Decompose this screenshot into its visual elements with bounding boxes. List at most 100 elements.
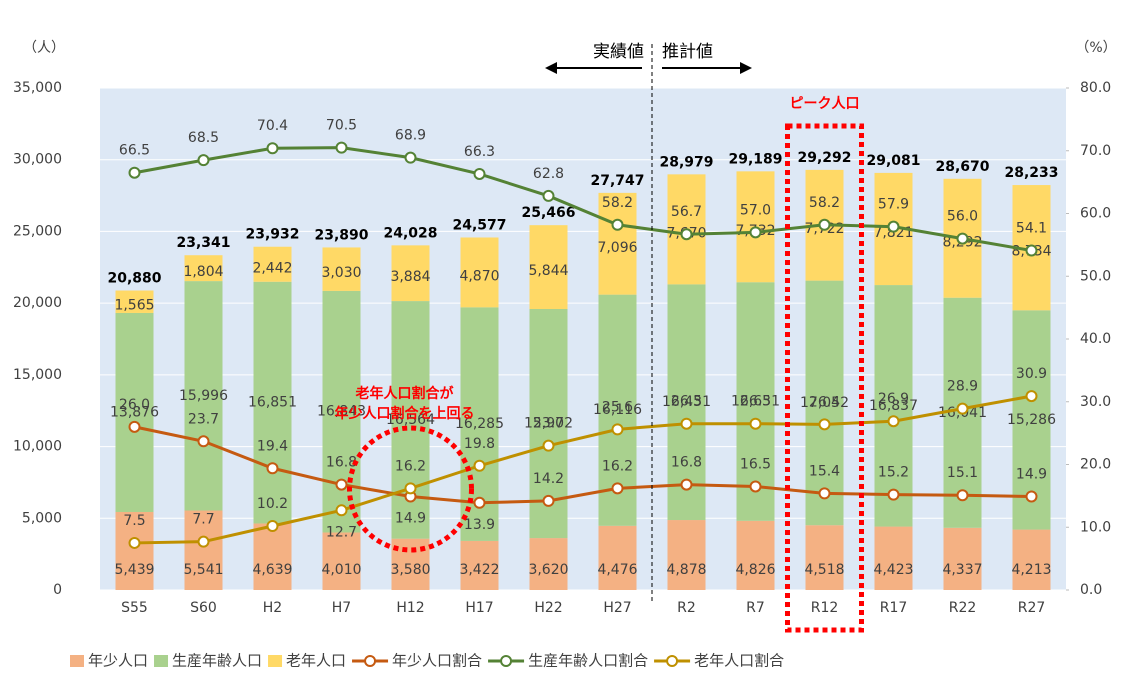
bar-value-label: 2,442 — [252, 260, 292, 276]
line-value-label: 16.8 — [671, 455, 702, 471]
line-value-label: 62.8 — [533, 166, 564, 182]
crossover-circle — [347, 425, 474, 553]
total-label: 23,890 — [314, 227, 368, 243]
line-point — [818, 487, 831, 500]
bar-value-label: 4,870 — [459, 268, 499, 284]
line-value-label: 26.5 — [740, 394, 771, 410]
line-point — [680, 417, 693, 430]
bar-value-label: 4,878 — [666, 562, 706, 578]
line-value-label: 19.4 — [257, 438, 288, 454]
x-tick-label: R12 — [811, 600, 839, 616]
legend-swatch — [666, 655, 679, 667]
legend-label: 年少人口割合 — [392, 652, 482, 670]
line-point — [956, 489, 969, 502]
line-point — [887, 220, 900, 233]
y2-tick-label: 0.0 — [1080, 582, 1102, 598]
line-value-label: 16.5 — [740, 456, 771, 472]
bar-segment — [253, 523, 292, 590]
bar-value-label: 3,580 — [390, 562, 430, 578]
total-label: 24,577 — [452, 217, 506, 233]
bar-value-label: 4,337 — [942, 562, 982, 578]
line-point — [197, 435, 210, 448]
line-point — [1025, 490, 1038, 503]
line-point — [956, 232, 969, 245]
line-value-label: 56.7 — [671, 204, 702, 220]
line-value-label: 30.9 — [1016, 366, 1047, 382]
line-point — [335, 141, 348, 154]
arrow-head — [545, 62, 557, 74]
line-point — [680, 228, 693, 241]
bar-segment — [460, 540, 499, 590]
y2-tick-label: 80.0 — [1080, 80, 1111, 96]
bar-segment — [598, 525, 637, 590]
line-value-label: 7.7 — [192, 512, 214, 528]
bar-segment — [805, 280, 844, 526]
y-tick-label: 5,000 — [22, 510, 62, 526]
line-point — [680, 478, 693, 491]
line-point — [1025, 390, 1038, 403]
line-value-label: 15.1 — [947, 465, 978, 481]
line-value-label: 23.0 — [533, 416, 564, 432]
x-tick-label: R2 — [677, 600, 696, 616]
bar-value-label: 16,837 — [869, 398, 918, 414]
bar-value-label: 16,851 — [248, 395, 297, 411]
line-value-label: 56.0 — [947, 209, 978, 225]
legend-swatch — [500, 655, 513, 667]
bar-value-label: 17,052 — [800, 395, 849, 411]
bar-segment — [943, 527, 982, 590]
line-point — [887, 488, 900, 501]
line-value-label: 70.4 — [257, 118, 288, 134]
line-value-label: 23.7 — [188, 411, 219, 427]
line-value-label: 66.5 — [119, 143, 150, 159]
line-point — [266, 142, 279, 155]
total-label: 28,979 — [659, 154, 713, 170]
annotation: ピーク人口 — [790, 95, 860, 112]
line-point — [266, 519, 279, 532]
line-point — [749, 480, 762, 493]
legend-label: 老年人口割合 — [694, 652, 784, 670]
legend-label: 生産年齢人口 — [172, 652, 262, 670]
x-tick-label: R7 — [746, 600, 765, 616]
x-tick-label: H27 — [603, 600, 631, 616]
total-label: 24,028 — [383, 225, 437, 241]
x-tick-label: R17 — [880, 600, 908, 616]
line-point — [611, 482, 624, 495]
total-label: 23,341 — [176, 235, 230, 251]
bar-value-label: 16,631 — [731, 394, 780, 410]
line-point — [197, 535, 210, 548]
line-value-label: 7.5 — [123, 513, 145, 529]
legend-swatch — [364, 655, 377, 667]
line-point — [335, 478, 348, 491]
line-point — [197, 154, 210, 167]
bar-segment — [736, 520, 775, 590]
total-label: 28,670 — [935, 159, 989, 175]
y2-tick-label: 50.0 — [1080, 268, 1111, 284]
total-label: 28,233 — [1004, 165, 1058, 181]
y-axis-label: （人） — [23, 40, 65, 56]
line-value-label: 68.5 — [188, 130, 219, 146]
bar-segment — [115, 312, 154, 512]
bar-segment — [184, 510, 223, 590]
bar-value-label: 4,010 — [321, 562, 361, 578]
bar-value-label: 15,996 — [179, 388, 228, 404]
line-value-label: 68.9 — [395, 128, 426, 144]
total-label: 20,880 — [107, 271, 161, 287]
x-tick-label: H7 — [332, 600, 351, 616]
peak-box — [785, 123, 864, 633]
line-point — [749, 226, 762, 239]
total-label: 23,932 — [245, 227, 299, 243]
bar-value-label: 16,564 — [386, 412, 435, 428]
bar-value-label: 3,884 — [390, 269, 430, 285]
bar-segment — [184, 281, 223, 511]
line-point — [128, 166, 141, 179]
bar-segment — [805, 525, 844, 590]
legend-label: 老年人口 — [286, 652, 346, 670]
bar-value-label: 4,213 — [1011, 562, 1051, 578]
bar-segment — [184, 255, 223, 282]
line-value-label: 26.5 — [671, 394, 702, 410]
bar-value-label: 1,565 — [114, 298, 154, 314]
line — [134, 146, 1032, 253]
bar-segment — [391, 245, 430, 302]
y-tick-label: 0 — [53, 582, 62, 598]
